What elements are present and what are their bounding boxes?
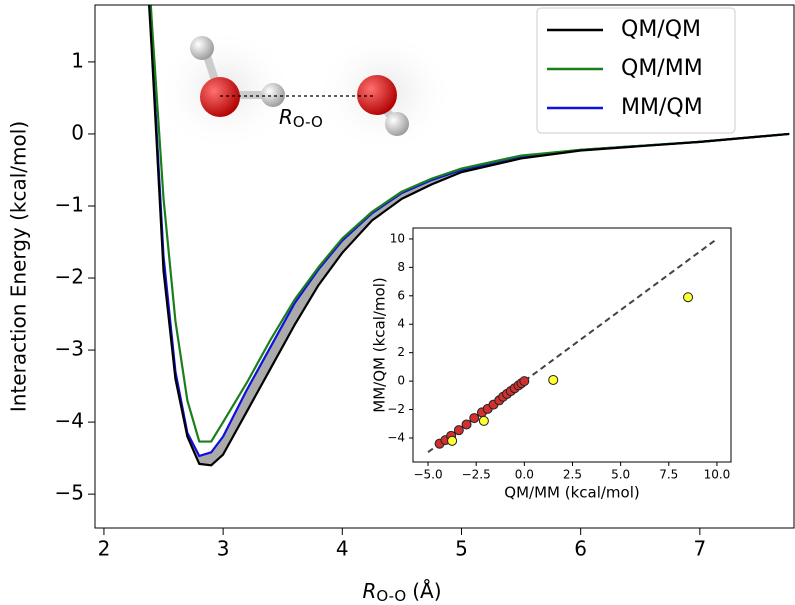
series-line: [147, 5, 790, 467]
plot-frame: [412, 227, 732, 463]
legend-label: QM/QM: [621, 17, 701, 42]
scatter-point: [519, 376, 530, 387]
y-tick-label: 8: [397, 260, 405, 274]
scatter-point: [683, 292, 694, 303]
hydrogen: [190, 36, 214, 60]
x-tick-label: 6: [574, 537, 587, 561]
x-tick-label: 7.5: [659, 468, 678, 482]
x-tick-label: −2.5: [462, 468, 491, 482]
y-tick-label: 10: [390, 231, 405, 245]
subscript: O-O: [376, 587, 406, 605]
legend-label: QM/MM: [621, 56, 703, 81]
scatter-point: [461, 419, 472, 430]
y-tick-label: 0: [397, 374, 405, 388]
distance-label: RO-O: [279, 105, 323, 131]
y-tick-label: 1: [71, 48, 84, 72]
subscript: O-O: [293, 113, 323, 131]
x-tick-label: 4: [336, 537, 349, 561]
x-axis-label: RO-O (Å): [362, 579, 441, 605]
y-tick-label: −1: [55, 192, 84, 216]
oxygen: [357, 75, 397, 115]
x-tick-label: 5.0: [611, 468, 630, 482]
scatter-point: [453, 425, 464, 436]
x-tick-label: 2: [98, 537, 111, 561]
symbol: R: [362, 579, 376, 603]
hydrogen: [385, 112, 409, 136]
legend-frame: [536, 7, 736, 134]
oxygen: [200, 77, 240, 117]
symbol: R: [279, 105, 293, 129]
scatter-point: [447, 435, 458, 446]
y-tick-label: −2: [55, 265, 84, 289]
scatter-point: [478, 415, 489, 426]
y-axis-label: MM/QM (kcal/mol): [371, 277, 389, 412]
water-dimer-illustration: RO-O: [155, 28, 455, 154]
y-tick-label: 2: [397, 345, 405, 359]
x-tick-label: 0.0: [515, 468, 534, 482]
unit: (Å): [412, 579, 441, 603]
inset-chart: −5.0 −2.5 0.0 2.5 5.0 7.5 10.0 −4 −2 0 2 4 6 8 10 MM/QM…: [371, 227, 732, 502]
legend: QM/QM QM/MM MM/QM: [536, 7, 736, 134]
y-tick-label: −4: [55, 409, 84, 433]
x-tick-label: 7: [693, 537, 706, 561]
x-tick-label: 2.5: [563, 468, 582, 482]
y-tick-label: −4: [387, 430, 405, 444]
scatter-point: [469, 413, 480, 424]
scatter-point: [548, 374, 559, 385]
x-tick-label: −5.0: [413, 468, 442, 482]
x-tick-label: 3: [217, 537, 230, 561]
y-axis-label: Interaction Energy (kcal/mol): [7, 121, 31, 412]
y-tick-label: 6: [397, 288, 405, 302]
x-axis-label: QM/MM (kcal/mol): [504, 484, 639, 502]
y-tick-label: −2: [387, 402, 405, 416]
plot-content: [147, 5, 790, 467]
x-tick-label: 5: [455, 537, 468, 561]
x-tick-label: 10.0: [704, 468, 731, 482]
y-tick-label: −5: [55, 481, 84, 505]
series-line: [149, 5, 790, 443]
plot-content: [427, 238, 718, 453]
plot-frame: [94, 4, 795, 529]
y-tick-label: 0: [71, 120, 84, 144]
hydrogen: [261, 83, 285, 107]
y-tick-label: 4: [397, 317, 405, 331]
legend-label: MM/QM: [621, 95, 703, 120]
y-tick-label: −3: [55, 337, 84, 361]
